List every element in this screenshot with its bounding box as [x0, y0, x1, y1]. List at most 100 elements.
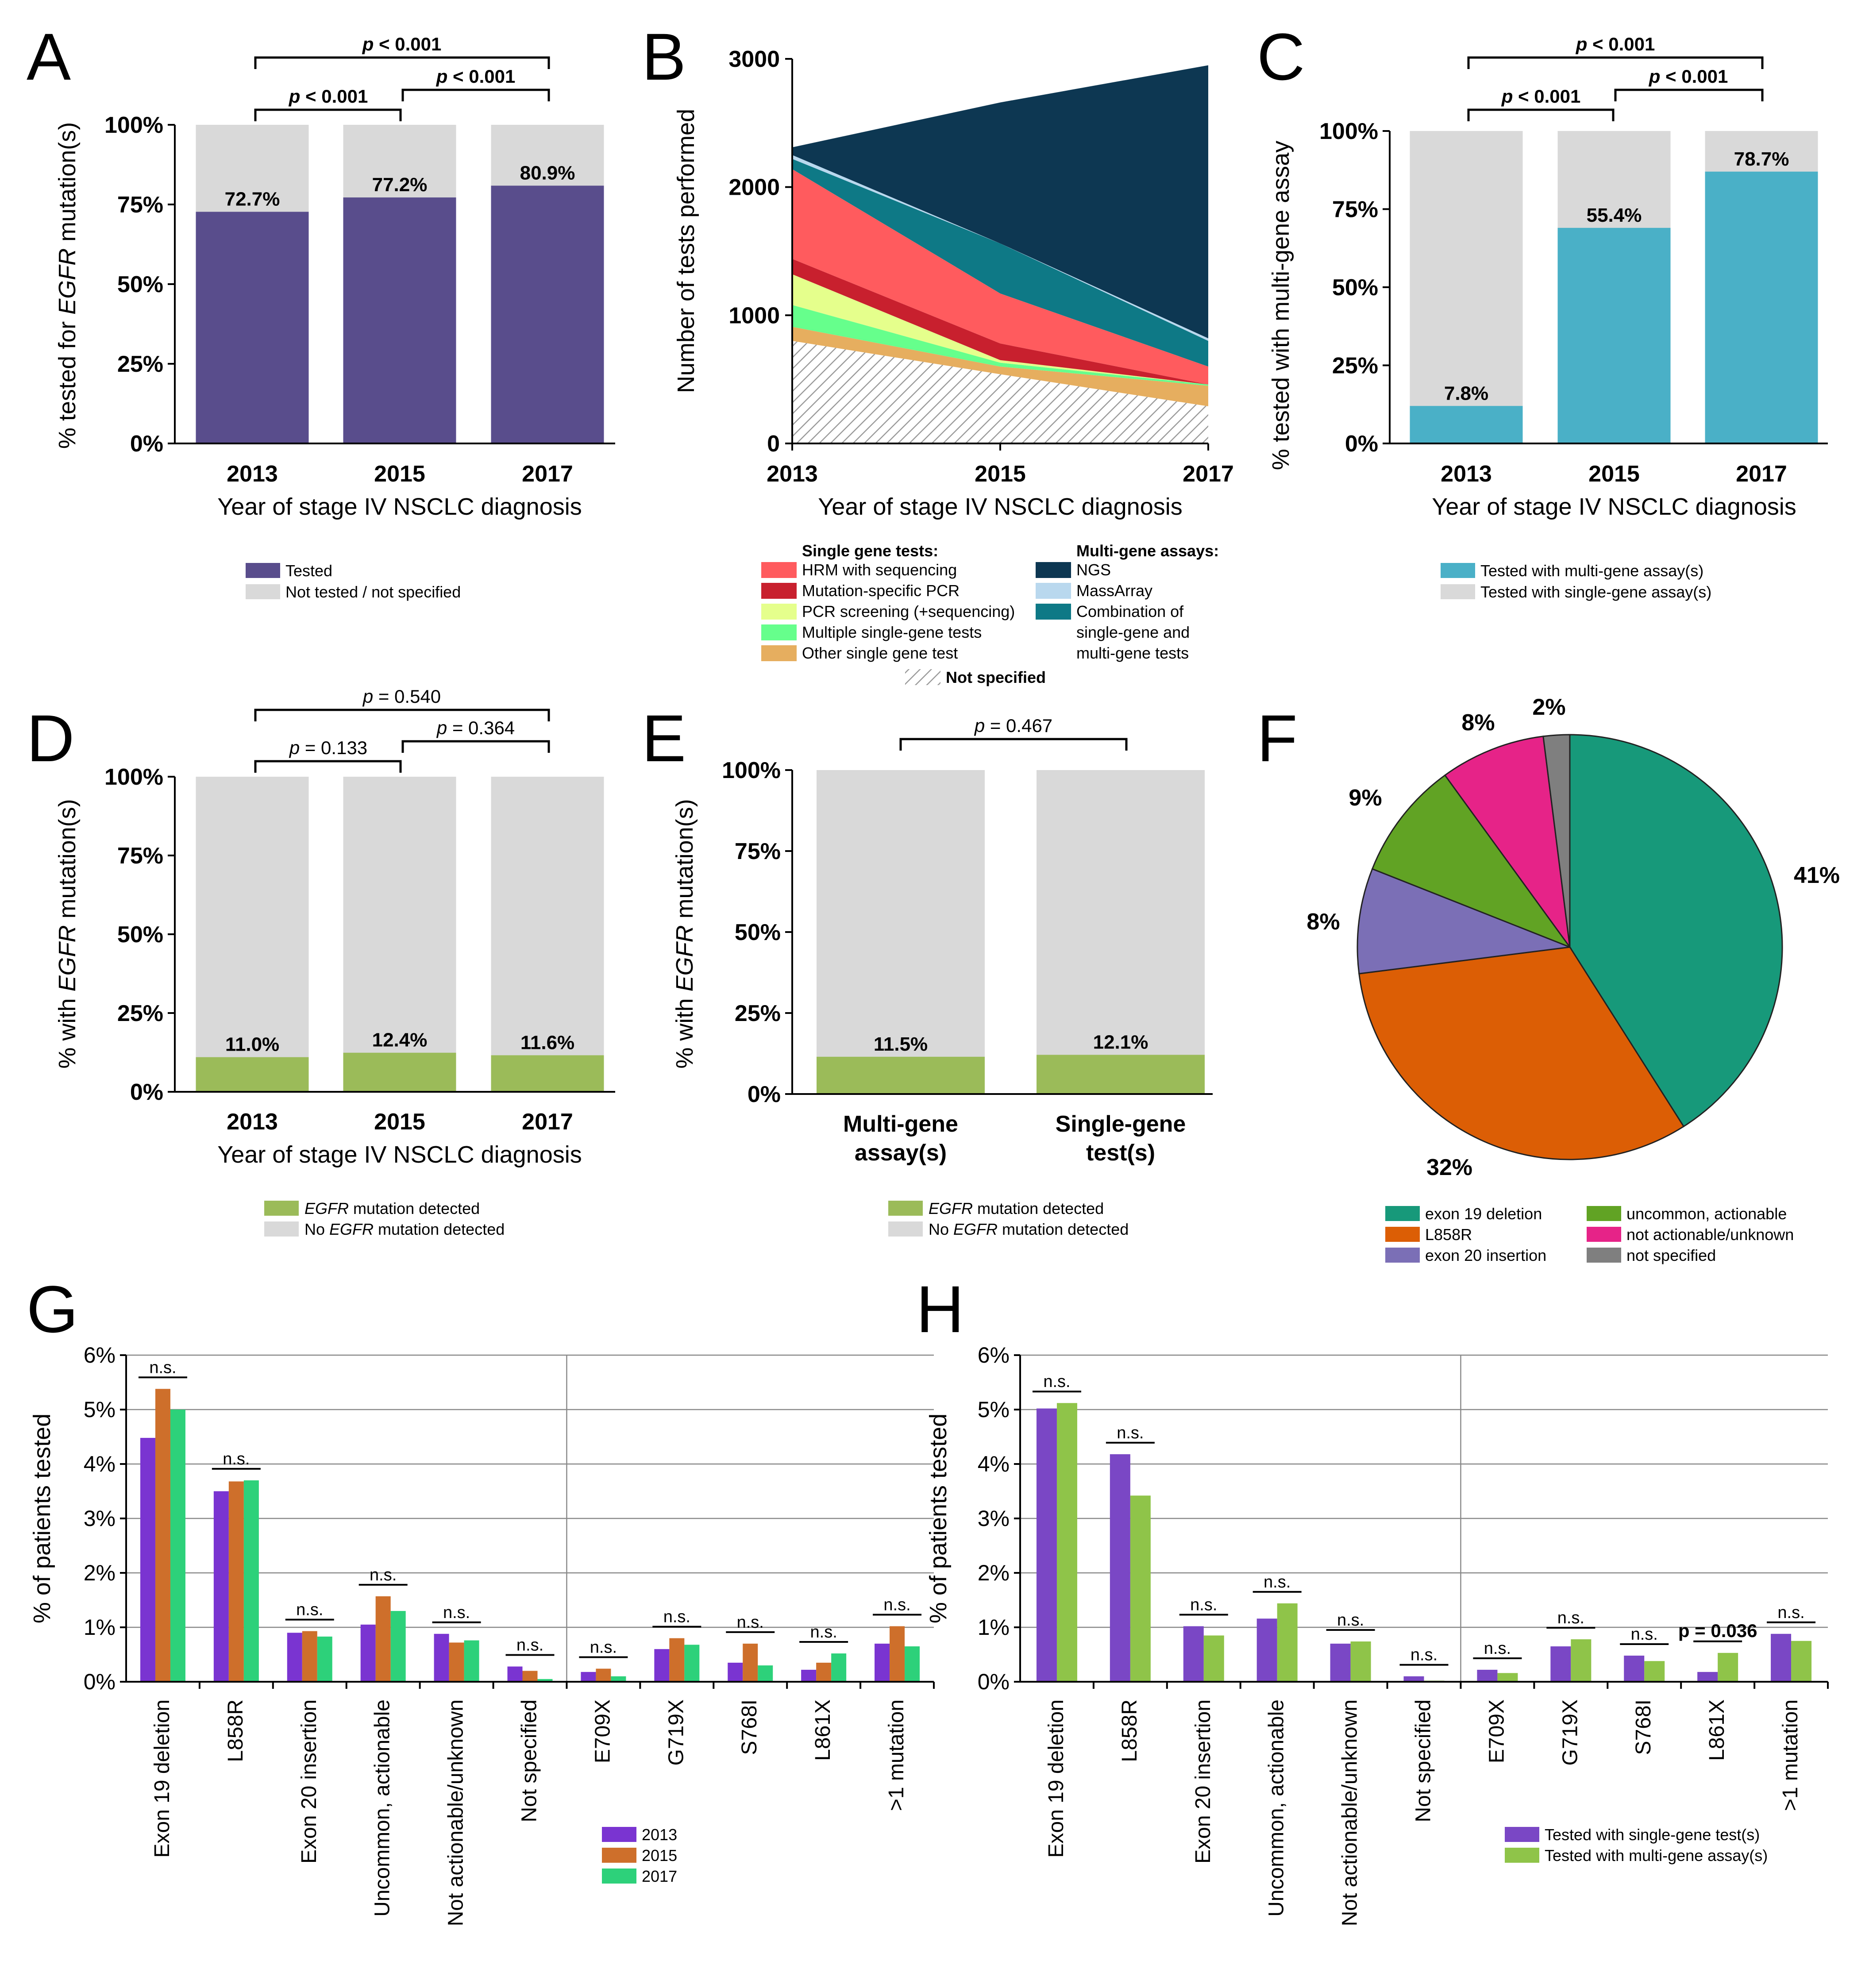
panel-c-bracket-2013-2017 — [1467, 56, 1764, 69]
panel-b-y-tick-label-2: 2000 — [728, 175, 780, 200]
panel-a-value-label-0: 72.7% — [225, 189, 280, 210]
panel-b-legend-hatch-swatch — [905, 669, 940, 685]
panel-b-legend-multi-label-1: MassArray — [1076, 582, 1152, 600]
panel-a-pvalue-1: p < 0.001 — [436, 66, 516, 87]
panel-g-annotation-1: n.s. — [223, 1450, 250, 1468]
panel-g-y-tick-label-6: 6% — [84, 1343, 116, 1368]
panel-g-x-tick-label-7: G719X — [664, 1699, 688, 1765]
panel-h-bar-1-0 — [1110, 1454, 1130, 1682]
panel-c-y-tick-label-4: 100% — [1319, 119, 1378, 144]
panel-g-legend-swatch-2 — [602, 1869, 636, 1884]
panel-d-bar-background-0 — [196, 777, 309, 1092]
panel-a-x-tick-label-0: 2013 — [227, 461, 278, 487]
panel-h-bar-10-0 — [1771, 1634, 1792, 1682]
panel-h-y-tick-label-3: 3% — [978, 1506, 1010, 1531]
panel-e-y-axis-title: % with EGFR mutation(s) — [671, 799, 698, 1068]
panel-d-y-tick-label-2: 50% — [117, 922, 163, 948]
panel-g-legend-label-0: 2013 — [642, 1826, 677, 1844]
panel-b-x-tick-label-2: 2017 — [1183, 461, 1234, 487]
panel-a-y-tick-label-2: 50% — [117, 272, 163, 297]
panel-a-legend-swatch-1 — [246, 584, 280, 599]
panel-g-y-tick-label-3: 3% — [84, 1506, 116, 1531]
panel-g-x-tick-label-5: Not specified — [518, 1699, 541, 1822]
panel-h-bar-7-0 — [1550, 1646, 1571, 1682]
panel-h-x-tick-label-9: L861X — [1705, 1699, 1729, 1761]
panel-d-y-axis-title: % with EGFR mutation(s) — [54, 799, 81, 1068]
panel-a-x-tick-label-2: 2017 — [522, 461, 573, 487]
panel-b-legend-single-label-1: Mutation-specific PCR — [802, 582, 960, 600]
panel-d-bar-2 — [491, 1055, 604, 1092]
panel-b-legend-multi-swatch-0 — [1036, 562, 1071, 578]
panel-b-x-tick-label-1: 2015 — [975, 461, 1026, 487]
panel-b-area-6 — [792, 158, 1208, 367]
panel-h-bar-0-0 — [1036, 1408, 1057, 1682]
panel-a-x-axis-title: Year of stage IV NSCLC diagnosis — [217, 493, 582, 520]
panel-b-legend-multi-swatch-2 — [1036, 604, 1071, 620]
panel-e-legend-swatch-1 — [888, 1221, 923, 1237]
panel-g-x-tick-label-2: Exon 20 insertion — [297, 1699, 321, 1864]
panel-a-bracket-2015-2017 — [401, 89, 550, 101]
panel-c-bracket-2015-2017 — [1614, 89, 1764, 101]
panel-c-legend-label-0: Tested with multi-gene assay(s) — [1480, 562, 1703, 580]
panel-d-bar-0 — [196, 1057, 309, 1092]
panel-d-value-label-2: 11.6% — [520, 1032, 574, 1053]
panel-g-legend-swatch-0 — [602, 1827, 636, 1842]
panel-c-x-axis-title: Year of stage IV NSCLC diagnosis — [1432, 493, 1796, 520]
panel-b-area-4 — [792, 258, 1208, 385]
panel-h-bar-4-0 — [1330, 1643, 1351, 1682]
panel-letter-a: A — [27, 19, 71, 94]
panel-d-value-label-0: 11.0% — [225, 1034, 279, 1056]
panel-h-bar-6-1 — [1497, 1673, 1518, 1682]
panel-b-legend-multi-label-2: Combination of — [1076, 602, 1184, 620]
panel-h-bar-2-0 — [1183, 1626, 1204, 1682]
panel-g-bar-8-2 — [758, 1665, 773, 1682]
panel-g-y-tick-label-2: 2% — [84, 1560, 116, 1585]
panel-e-value-label-0: 11.5% — [874, 1033, 928, 1055]
panel-d-legend-label-0: EGFR mutation detected — [304, 1199, 480, 1217]
panel-h-bar-6-0 — [1477, 1669, 1498, 1682]
panel-d-y-tick-label-3: 75% — [117, 843, 163, 869]
panel-a-pvalue-2: p < 0.001 — [362, 34, 442, 54]
panel-h-annotation-1: n.s. — [1117, 1424, 1144, 1442]
panel-g-bar-3-2 — [390, 1611, 406, 1682]
panel-g-y-axis-title: % of patients tested — [29, 1414, 55, 1623]
panel-f-legend-label-4: not actionable/unknown — [1626, 1225, 1794, 1244]
panel-b-legend-multi-label-0: NGS — [1076, 561, 1111, 579]
panel-h-legend-label-0: Tested with single-gene test(s) — [1545, 1826, 1760, 1844]
panel-e-pvalue-0: p = 0.467 — [974, 715, 1052, 736]
panel-b-legend-single-label-3: Multiple single-gene tests — [802, 623, 982, 641]
panel-a-bar-2 — [491, 185, 604, 443]
panel-c-y-axis-title: % tested with multi-gene assay — [1268, 141, 1294, 470]
panel-g-bar-4-0 — [434, 1634, 449, 1682]
panel-h-y-tick-label-0: 0% — [978, 1669, 1010, 1694]
panel-c-x-tick-label-1: 2015 — [1588, 461, 1640, 487]
panel-g-bar-6-2 — [611, 1676, 626, 1682]
panel-b-legend-single-swatch-2 — [761, 604, 797, 620]
panel-d-legend-swatch-1 — [264, 1221, 299, 1237]
panel-g-bar-3-0 — [360, 1624, 376, 1682]
panel-g-bar-0-2 — [170, 1410, 185, 1682]
panel-g-x-tick-label-1: L858R — [224, 1699, 247, 1762]
panel-d-y-tick-label-1: 25% — [117, 1001, 163, 1026]
panel-c-bar-1 — [1557, 227, 1671, 443]
panel-h-x-tick-label-7: G719X — [1558, 1699, 1582, 1765]
panel-h-bar-2-1 — [1203, 1635, 1224, 1682]
panel-h-y-tick-label-5: 5% — [978, 1397, 1010, 1422]
panel-g-bar-7-0 — [654, 1649, 670, 1682]
panel-c-pvalue-0: p < 0.001 — [1501, 86, 1581, 107]
panel-d-x-tick-label-1: 2015 — [374, 1109, 425, 1135]
panel-b-y-tick-label-0: 0 — [767, 431, 780, 457]
panel-a-y-tick-label-4: 100% — [104, 112, 163, 138]
panel-h-bar-1-1 — [1130, 1495, 1151, 1682]
panel-d-pvalue-1: p = 0.364 — [436, 717, 515, 738]
panel-a-bracket-2013-2015 — [254, 108, 402, 121]
panel-g-annotation-4: n.s. — [443, 1603, 470, 1622]
panel-h-y-axis-title: % of patients tested — [925, 1414, 952, 1623]
panel-c-legend-label-1: Tested with single-gene assay(s) — [1480, 583, 1711, 601]
panel-c-y-tick-label-2: 50% — [1332, 275, 1378, 301]
panel-h-annotation-5: n.s. — [1411, 1646, 1438, 1664]
panel-g-bar-10-2 — [905, 1646, 920, 1682]
panel-g-x-tick-label-3: Uncommon, actionable — [371, 1699, 394, 1917]
panel-f-legend-swatch-5 — [1587, 1248, 1621, 1263]
